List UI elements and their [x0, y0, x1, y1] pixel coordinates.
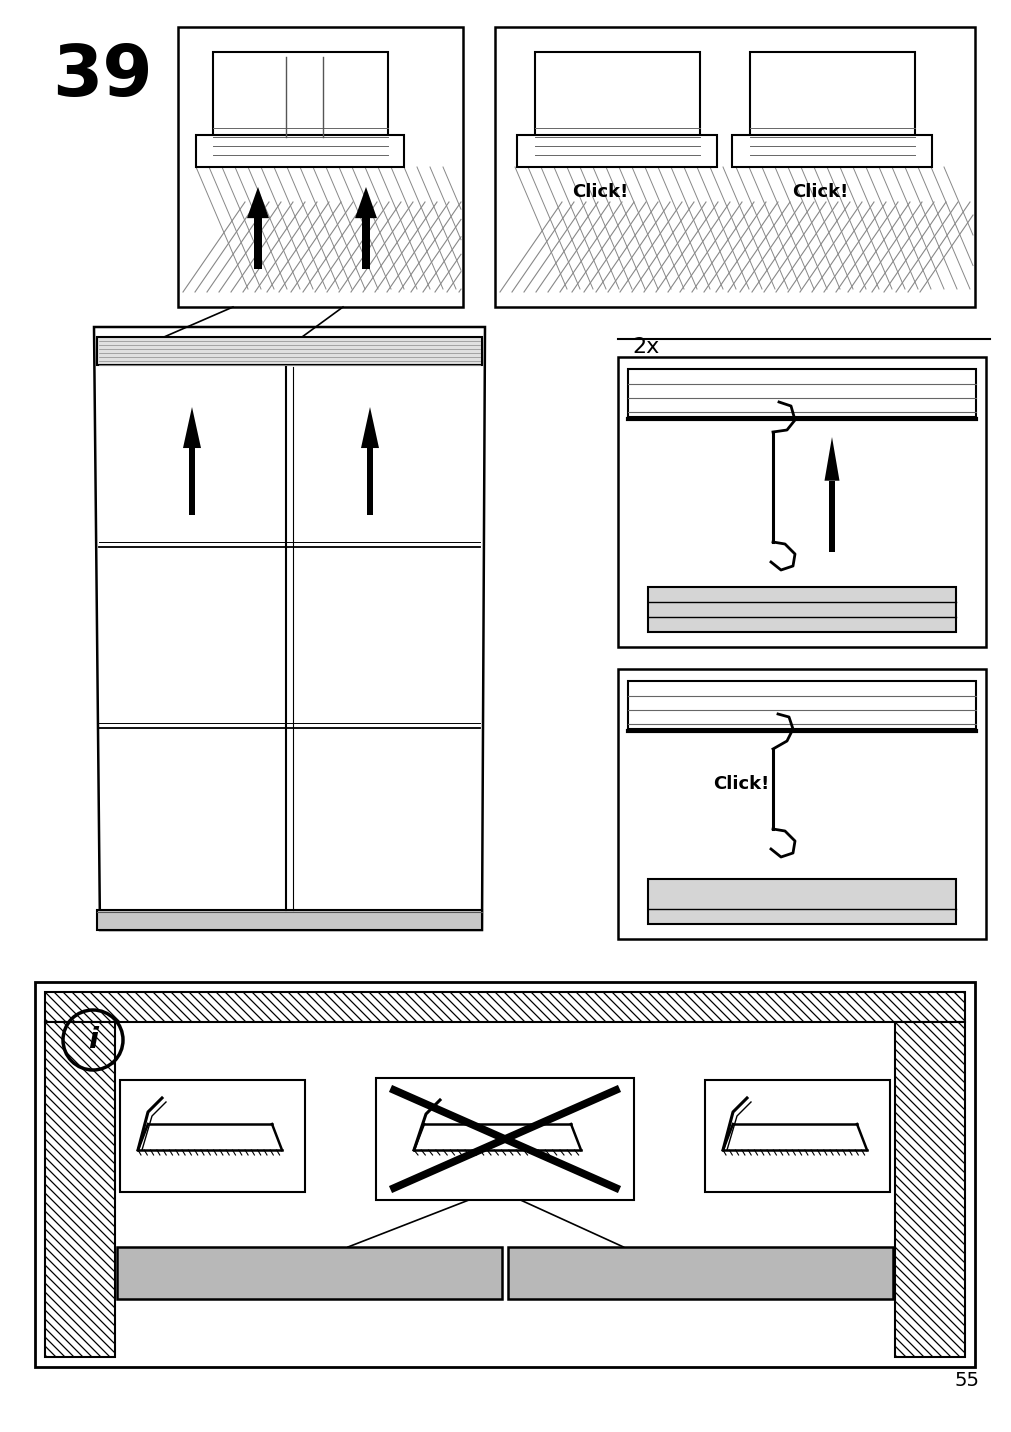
Bar: [517, 135, 716, 168]
Bar: [894, 1022, 964, 1358]
Bar: [362, 218, 370, 269]
Bar: [535, 52, 700, 137]
Bar: [97, 337, 481, 365]
Bar: [120, 1080, 304, 1191]
Bar: [494, 27, 974, 306]
Bar: [749, 52, 914, 137]
Polygon shape: [361, 407, 379, 448]
Bar: [647, 879, 955, 924]
Text: Click!: Click!: [713, 775, 768, 793]
Bar: [44, 992, 964, 1022]
Bar: [254, 218, 262, 269]
Bar: [366, 448, 373, 516]
Bar: [196, 135, 403, 168]
Bar: [647, 587, 955, 632]
Bar: [705, 1080, 889, 1191]
Bar: [628, 369, 975, 417]
Text: 55: 55: [954, 1370, 979, 1390]
Bar: [618, 669, 985, 939]
Bar: [828, 481, 834, 551]
Bar: [731, 135, 931, 168]
Text: Click!: Click!: [791, 183, 847, 200]
Polygon shape: [824, 437, 839, 481]
Bar: [618, 357, 985, 647]
Bar: [35, 982, 974, 1368]
Text: i: i: [88, 1025, 98, 1054]
Text: 39: 39: [52, 42, 153, 112]
Bar: [97, 909, 481, 929]
Bar: [628, 682, 975, 729]
Polygon shape: [247, 188, 269, 218]
Text: 2x: 2x: [632, 337, 658, 357]
Bar: [212, 52, 387, 137]
Text: Click!: Click!: [571, 183, 628, 200]
Bar: [178, 27, 463, 306]
Bar: [508, 1247, 892, 1299]
Bar: [44, 1022, 115, 1358]
Bar: [117, 1247, 501, 1299]
Bar: [188, 448, 195, 516]
Bar: [376, 1078, 633, 1200]
Polygon shape: [355, 188, 377, 218]
Polygon shape: [183, 407, 201, 448]
